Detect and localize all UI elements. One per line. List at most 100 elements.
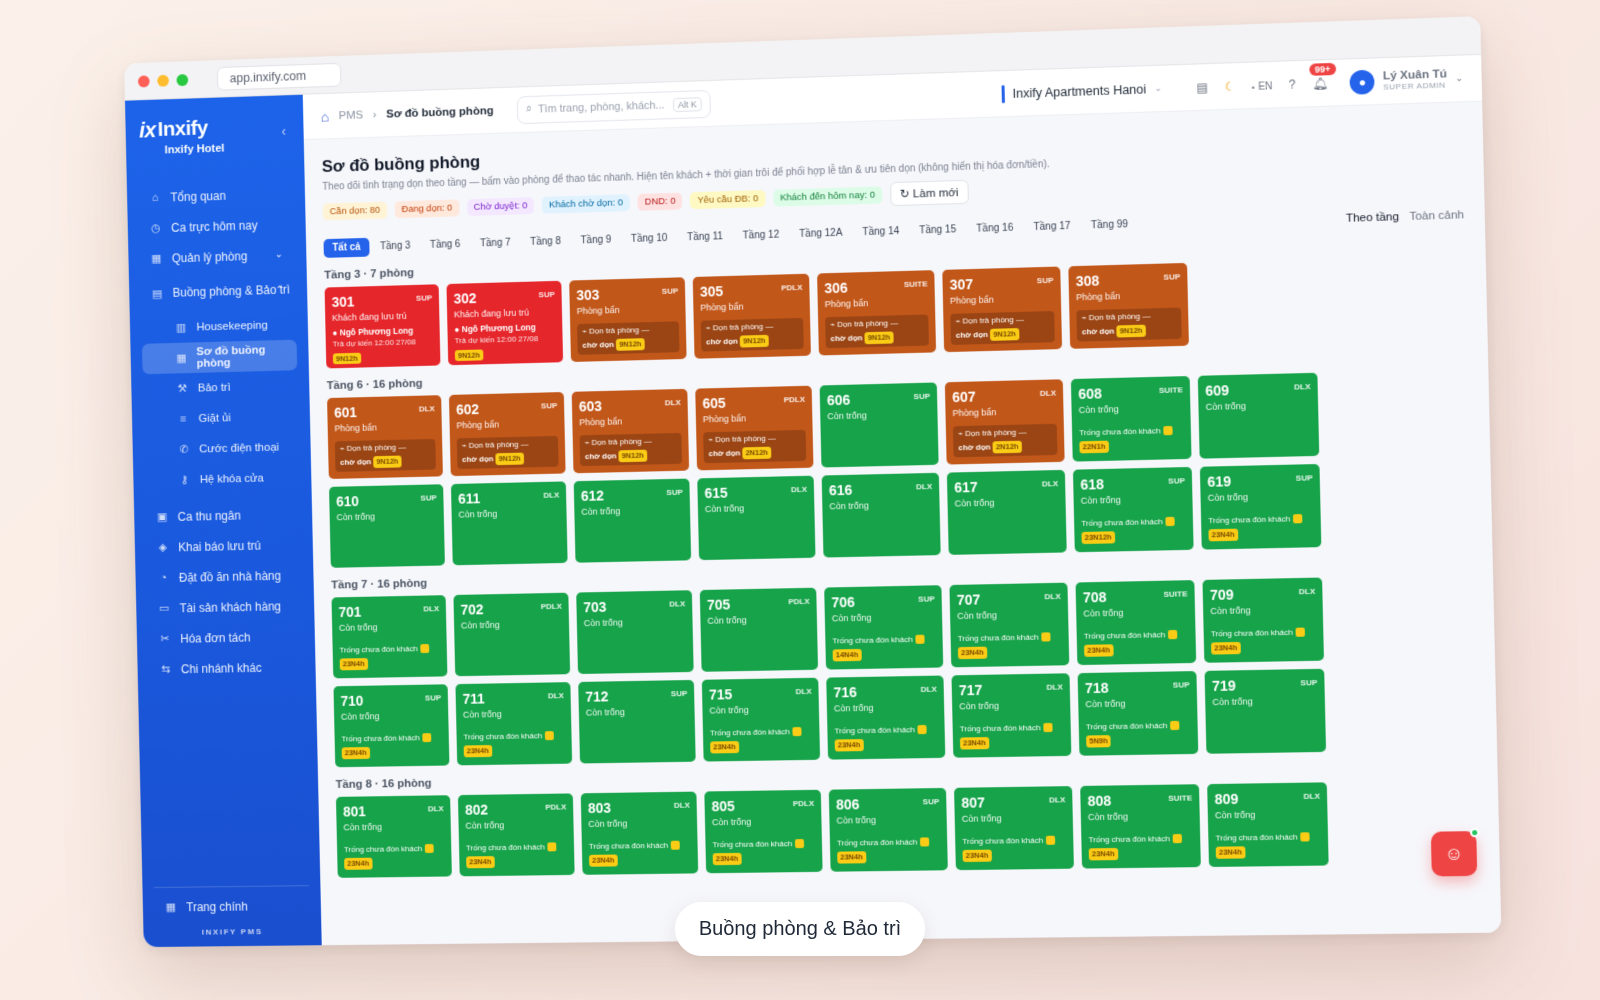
app-logo[interactable]: ix Inxify: [139, 113, 290, 144]
global-search[interactable]: ⌕ Tìm trang, phòng, khách... Alt K: [516, 89, 711, 124]
view-by-floor[interactable]: Theo tầng: [1345, 210, 1400, 225]
moon-icon[interactable]: ☾: [1224, 78, 1236, 94]
cleaning-task[interactable]: ⌁ Dọn trả phòng — chờ dọn 2N12h: [703, 429, 807, 464]
sidebar-item-4[interactable]: ▥ Housekeeping: [141, 309, 296, 344]
room-card[interactable]: 807 DLX Còn trống Trống chưa đón khách 23N4h: [954, 786, 1074, 871]
room-card[interactable]: 603 DLX Phòng bẩn ⌁ Dọn trả phòng — chờ dọn …: [571, 388, 690, 474]
floor-tab[interactable]: Tầng 15: [919, 224, 957, 237]
sidebar-item-10[interactable]: ▣ Ca thu ngân: [145, 498, 300, 532]
cleaning-task[interactable]: ⌁ Dọn trả phòng — chờ dọn 2N12h: [952, 423, 1058, 458]
floor-tab[interactable]: Tầng 14: [862, 225, 900, 239]
room-card[interactable]: 602 SUP Phòng bẩn ⌁ Dọn trả phòng — chờ dọn …: [448, 392, 566, 477]
maximize-window-button[interactable]: [176, 73, 189, 86]
room-card[interactable]: 708 SUITE Còn trống Trống chưa đón khách 23N…: [1075, 580, 1197, 666]
notification-bell[interactable]: 🔔︎ 99+: [1309, 62, 1336, 90]
room-card[interactable]: 803 DLX Còn trống Trống chưa đón khách 23N4h: [580, 791, 699, 875]
sidebar-item-trang-chinh[interactable]: ▦ Trang chính: [154, 885, 310, 923]
floor-tab[interactable]: Tầng 9: [580, 234, 612, 247]
room-card[interactable]: 609 DLX Còn trống: [1197, 372, 1320, 459]
room-card[interactable]: 716 DLX Còn trống Trống chưa đón khách 23N4h: [826, 675, 946, 760]
collapse-sidebar-icon[interactable]: ‹: [281, 122, 287, 139]
status-badge[interactable]: DND: 0: [637, 192, 683, 211]
status-badge[interactable]: Khách chờ dọn: 0: [542, 193, 631, 214]
sidebar-item-14[interactable]: ✂ Hóa đơn tách: [148, 621, 303, 654]
room-card[interactable]: 615 DLX Còn trống: [697, 475, 816, 561]
refresh-button[interactable]: ↻ Làm mới: [889, 179, 969, 207]
room-card[interactable]: 715 DLX Còn trống Trống chưa đón khách 23N4h: [701, 677, 821, 762]
address-bar[interactable]: app.inxify.com: [216, 62, 342, 91]
cleaning-task[interactable]: ⌁ Dọn trả phòng — chờ dọn 9N12h: [1076, 307, 1182, 342]
floor-tab[interactable]: Tầng 17: [1033, 220, 1071, 234]
cleaning-task[interactable]: ⌁ Dọn trả phòng — chờ dọn 9N12h: [456, 435, 559, 470]
room-card[interactable]: 618 SUP Còn trống Trống chưa đón khách 23N12…: [1072, 466, 1194, 553]
room-card[interactable]: 303 SUP Phòng bẩn ⌁ Dọn trả phòng — chờ dọn …: [569, 277, 687, 363]
floor-tab[interactable]: Tầng 12A: [799, 227, 843, 240]
room-card[interactable]: 301 SUP Khách đang lưu trú ● Ngô Phương Lon…: [324, 284, 441, 369]
floor-tab[interactable]: Tầng 6: [429, 239, 461, 251]
sidebar-item-12[interactable]: ◔ Đặt đồ ăn nhà hàng: [147, 560, 302, 594]
room-card[interactable]: 307 SUP Phòng bẩn ⌁ Dọn trả phòng — chờ dọn …: [942, 266, 1063, 353]
sidebar-item-1[interactable]: ◷ Ca trực hôm nay: [139, 208, 294, 243]
room-card[interactable]: 305 PDLX Phòng bẩn ⌁ Dọn trả phòng — chờ dọn…: [692, 273, 811, 359]
sidebar-item-11[interactable]: ◈ Khai báo lưu trú: [146, 529, 301, 563]
cleaning-task[interactable]: ⌁ Dọn trả phòng — chờ dọn 9N12h: [579, 432, 683, 467]
room-card[interactable]: 710 SUP Còn trống Trống chưa đón khách 23N4h: [333, 684, 450, 768]
sidebar-item-0[interactable]: ⌂ Tổng quan: [138, 178, 293, 213]
room-card[interactable]: 610 SUP Còn trống: [329, 484, 445, 568]
cleaning-task[interactable]: ⌁ Dọn trả phòng — chờ dọn 9N12h: [950, 311, 1055, 345]
assistant-button[interactable]: ☺: [1430, 827, 1480, 877]
sidebar-item-9[interactable]: ⚷ Hệ khóa cửa: [145, 462, 300, 496]
room-card[interactable]: 809 DLX Còn trống Trống chưa đón khách 23N4h: [1207, 782, 1329, 867]
floor-tab[interactable]: Tầng 3: [379, 240, 411, 253]
calendar-icon[interactable]: ▤: [1196, 79, 1209, 95]
room-card[interactable]: 701 DLX Còn trống Trống chưa đón khách 23N4h: [331, 595, 448, 679]
room-card[interactable]: 718 SUP Còn trống Trống chưa đón khách 5N9h: [1077, 671, 1199, 756]
sidebar-item-13[interactable]: ▭ Tài sản khách hàng: [147, 590, 302, 624]
room-card[interactable]: 601 DLX Phòng bẩn ⌁ Dọn trả phòng — chờ dọn …: [327, 395, 443, 479]
close-window-button[interactable]: [137, 74, 150, 88]
room-card[interactable]: 306 SUITE Phòng bẩn ⌁ Dọn trả phòng — chờ dọ…: [817, 270, 937, 356]
floor-tab[interactable]: Tầng 7: [479, 237, 511, 250]
room-card[interactable]: 707 DLX Còn trống Trống chưa đón khách 23N4h: [949, 582, 1070, 668]
room-card[interactable]: 616 DLX Còn trống: [821, 472, 941, 558]
room-card[interactable]: 717 DLX Còn trống Trống chưa đón khách 23N4h: [951, 673, 1072, 758]
sidebar-item-6[interactable]: ⚒ Bảo trì: [143, 370, 298, 405]
status-badge[interactable]: Cần dọn: 80: [322, 201, 388, 220]
sidebar-item-3[interactable]: ▤ Buồng phòng & Bảo trì ⌃: [140, 270, 295, 314]
breadcrumb-root[interactable]: PMS: [338, 108, 364, 122]
cleaning-task[interactable]: ⌁ Dọn trả phòng — chờ dọn 9N12h: [825, 314, 929, 349]
room-card[interactable]: 607 DLX Phòng bẩn ⌁ Dọn trả phòng — chờ dọn …: [944, 379, 1065, 465]
room-card[interactable]: 612 SUP Còn trống: [573, 478, 692, 563]
property-selector[interactable]: Inxify Apartments Hanoi ⌄: [1001, 79, 1162, 103]
status-badge[interactable]: Đang dọn: 0: [394, 198, 460, 218]
help-icon[interactable]: ?: [1288, 76, 1296, 92]
room-card[interactable]: 619 SUP Còn trống Trống chưa đón khách 23N4h: [1199, 463, 1322, 550]
room-card[interactable]: 705 PDLX Còn trống: [699, 587, 819, 672]
floor-tab[interactable]: Tầng 10: [630, 232, 668, 245]
cleaning-task[interactable]: ⌁ Dọn trả phòng — chờ dọn 9N12h: [577, 321, 680, 355]
sidebar-item-8[interactable]: ✆ Cước điện thoại: [144, 431, 299, 465]
sidebar-item-2[interactable]: ▦ Quản lý phòng ⌄: [140, 239, 295, 274]
room-card[interactable]: 802 PDLX Còn trống Trống chưa đón khách 23N4…: [457, 793, 575, 877]
room-card[interactable]: 706 SUP Còn trống Trống chưa đón khách 14N4h: [824, 585, 944, 670]
floor-tab[interactable]: Tầng 99: [1090, 219, 1129, 232]
minimize-window-button[interactable]: [157, 74, 169, 87]
user-menu[interactable]: ● Lý Xuân Tú SUPER ADMIN ⌄: [1349, 66, 1463, 95]
floor-tab[interactable]: Tầng 11: [687, 231, 723, 244]
room-card[interactable]: 805 PDLX Còn trống Trống chưa đón khách 23N4…: [704, 789, 823, 874]
language-switch[interactable]: ▪ EN: [1252, 78, 1273, 93]
room-card[interactable]: 712 SUP Còn trống: [578, 679, 696, 764]
room-card[interactable]: 808 SUITE Còn trống Trống chưa đón khách 23N…: [1080, 784, 1201, 869]
floor-tab[interactable]: Tất cả: [323, 237, 370, 258]
room-card[interactable]: 606 SUP Còn trống: [819, 382, 939, 468]
room-card[interactable]: 801 DLX Còn trống Trống chưa đón khách 23N4h: [335, 795, 452, 878]
status-badge[interactable]: Chờ duyệt: 0: [466, 196, 535, 216]
cleaning-task[interactable]: ⌁ Dọn trả phòng — chờ dọn 9N12h: [334, 438, 436, 472]
room-card[interactable]: 703 DLX Còn trống: [576, 590, 694, 675]
cleaning-task[interactable]: ⌁ Dọn trả phòng — chờ dọn 9N12h: [700, 317, 804, 352]
floor-tab[interactable]: Tầng 16: [976, 222, 1014, 235]
room-card[interactable]: 308 SUP Phòng bẩn ⌁ Dọn trả phòng — chờ dọn …: [1068, 262, 1189, 349]
room-card[interactable]: 709 DLX Còn trống Trống chưa đón khách 23N4h: [1202, 577, 1324, 663]
room-card[interactable]: 719 SUP Còn trống: [1204, 668, 1327, 754]
room-card[interactable]: 806 SUP Còn trống Trống chưa đón khách 23N4h: [828, 787, 948, 872]
